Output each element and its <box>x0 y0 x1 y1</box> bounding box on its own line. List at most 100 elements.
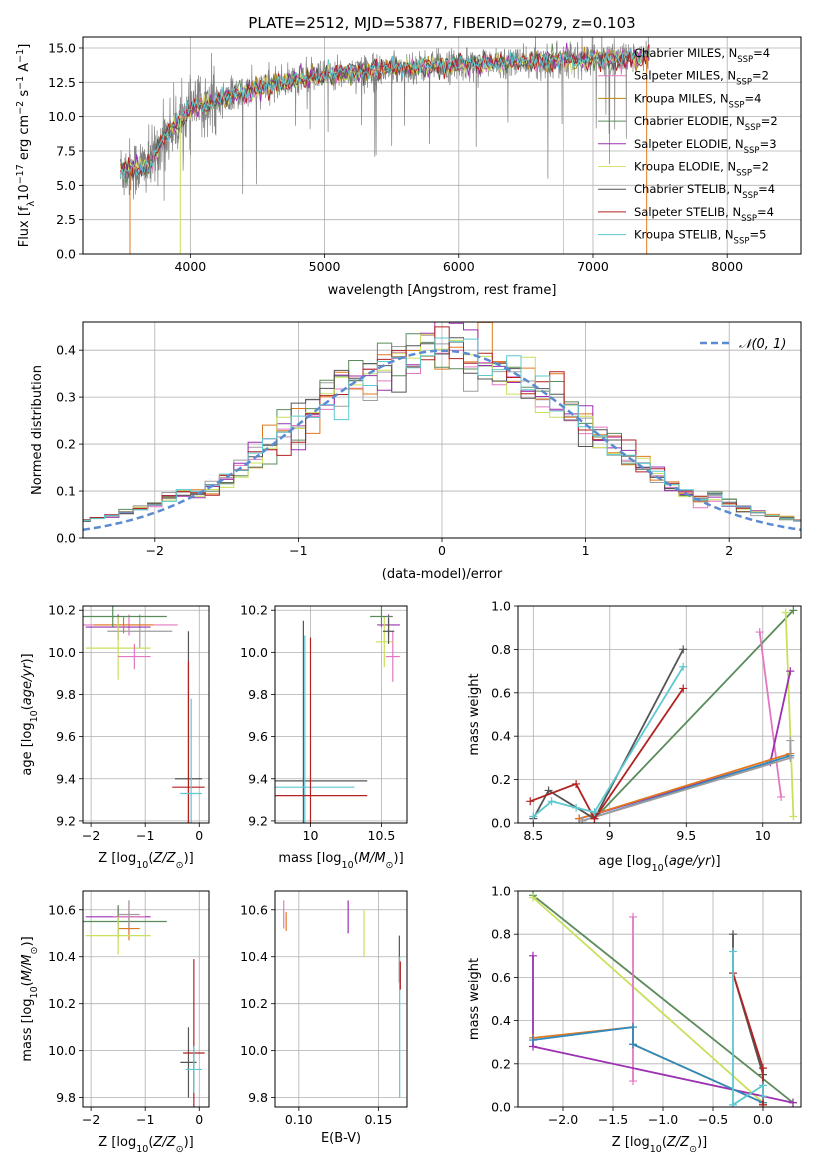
label-part: )] <box>697 1135 707 1150</box>
legend-value: =2 <box>761 114 778 128</box>
weight-marker <box>781 608 790 617</box>
residuals-plot-area <box>83 322 801 532</box>
y-axis-label: mass weight <box>467 958 482 1040</box>
errorbar-point <box>118 643 151 670</box>
legend-value: =4 <box>758 182 775 196</box>
mass_vs_ebv-axes: 0.10 0.15 9.8 10.0 10.2 10.4 10.6 <box>240 890 408 1127</box>
y-axis-label: Normed distribution <box>30 365 45 495</box>
label-part: A <box>17 63 32 76</box>
weight-series <box>590 606 798 823</box>
weight-marker <box>786 736 795 745</box>
age_vs_Z-axes: −2 −1 0 9.2 9.4 9.6 9.8 10.0 10.2 <box>48 603 210 843</box>
x-tick-label: 8.5 <box>523 828 543 843</box>
x-tick-label: 9 <box>606 828 614 843</box>
weight-series <box>729 969 767 1107</box>
x-tick-label: 0 <box>195 1112 203 1127</box>
axes-frame <box>274 890 408 1108</box>
errorbar-point <box>370 606 393 628</box>
histogram-step <box>83 322 801 522</box>
y-tick-label: 9.8 <box>248 1090 268 1105</box>
y-tick-label: 1.0 <box>491 884 511 899</box>
chart-title: PLATE=2512, MJD=53877, FIBERID=0279, z=0… <box>248 14 635 32</box>
legend-label: Kroupa ELODIE, NSSP=2 <box>634 160 769 179</box>
y-tick-label: 10.0 <box>48 1043 76 1058</box>
weight-marker <box>529 812 538 821</box>
weight-marker <box>679 645 688 654</box>
errorbar-point <box>118 900 140 929</box>
x-tick-label: 2 <box>725 543 733 558</box>
spectrum-plot-area <box>120 37 650 254</box>
axes-frame <box>82 605 210 824</box>
spectrum-model-line <box>120 47 649 180</box>
weight-marker <box>759 1092 767 1101</box>
x-tick-label: −2.0 <box>548 1112 578 1127</box>
y-tick-label: 10.2 <box>240 603 268 618</box>
y-tick-label: 2.5 <box>56 212 76 227</box>
histogram-step <box>83 322 801 522</box>
errorbar-point <box>85 916 151 955</box>
y-tick-label: 0.0 <box>491 1100 511 1115</box>
label-part: s <box>17 90 32 101</box>
label-part: ( <box>354 851 359 866</box>
label-part: mass [log <box>20 998 35 1061</box>
legend-value: =4 <box>753 46 770 60</box>
legend-value: =4 <box>757 205 774 219</box>
legend-sub: SSP <box>736 78 752 88</box>
label-part: Z [log <box>98 1135 136 1150</box>
y-tick-label: 0.2 <box>56 437 76 452</box>
x-tick-label: 0 <box>195 828 203 843</box>
weight-line <box>593 609 795 820</box>
weight-marker <box>572 779 581 788</box>
weight-line <box>758 631 782 798</box>
axes-frame <box>517 890 802 1108</box>
weight-marker <box>789 1098 797 1107</box>
weight-series <box>729 947 767 1107</box>
y-tick-label: 9.6 <box>248 729 268 744</box>
weight-series <box>781 608 798 821</box>
label-part: )] <box>394 851 404 866</box>
y-tick-label: 10.0 <box>240 645 268 660</box>
x-tick-label: 0 <box>438 543 446 558</box>
label-part: )] <box>184 851 194 866</box>
weight-line <box>578 670 792 820</box>
x-tick-label: 7000 <box>577 259 609 274</box>
gaussian-curve <box>83 349 801 532</box>
legend-label: Salpeter MILES, NSSP=2 <box>634 69 769 88</box>
x-tick-label: 6000 <box>443 259 475 274</box>
legend-label: Chabrier ELODIE, NSSP=2 <box>634 114 778 133</box>
x-axis-label: E(B-V) <box>321 1131 361 1146</box>
weight-line <box>732 972 764 1105</box>
legend-value: =5 <box>749 228 766 242</box>
weight-line <box>532 1026 764 1104</box>
weight-marker <box>544 786 553 795</box>
label-part: ( <box>20 705 35 710</box>
errorbar-point <box>107 614 173 649</box>
x-tick-label: 10 <box>303 828 319 843</box>
weight-line <box>532 1026 764 1104</box>
weight-series <box>529 1023 767 1107</box>
x-axis-label: Z [log10(Z/Z⊙)] <box>98 1135 193 1155</box>
x-axis-label: age [log10(age/yr)] <box>598 854 720 874</box>
x-axis-label: wavelength [Angstrom, rest frame] <box>328 283 557 298</box>
axes-frame <box>82 890 210 1108</box>
y-axis-label: mass weight <box>467 673 482 755</box>
weight-marker <box>729 947 737 956</box>
legend-name: Kroupa STELIB, N <box>634 228 734 242</box>
weight-marker <box>729 1100 737 1107</box>
y-tick-label: 10.4 <box>48 949 76 964</box>
y-tick-label: 10.0 <box>240 1043 268 1058</box>
age_vs_mass-axes: 10 10.5 9.2 9.4 9.6 9.8 10.0 10.2 <box>240 603 408 843</box>
weight-marker <box>777 792 786 801</box>
age_vs_Z-plot-area <box>83 606 205 823</box>
label-part: 10 <box>136 1144 148 1155</box>
weight_vs_Z-plot-area <box>529 891 797 1107</box>
x-tick-label: −1 <box>136 1112 154 1127</box>
label-part: ( <box>20 981 35 986</box>
legend-name: Chabrier MILES, N <box>634 46 737 60</box>
y-tick-label: 0.0 <box>56 531 76 546</box>
errorbar-point <box>93 616 154 634</box>
y-tick-label: 0.2 <box>491 772 511 787</box>
weight-line <box>732 951 764 1107</box>
y-tick-label: 9.8 <box>56 687 76 702</box>
y-tick-label: 10.0 <box>48 109 76 124</box>
